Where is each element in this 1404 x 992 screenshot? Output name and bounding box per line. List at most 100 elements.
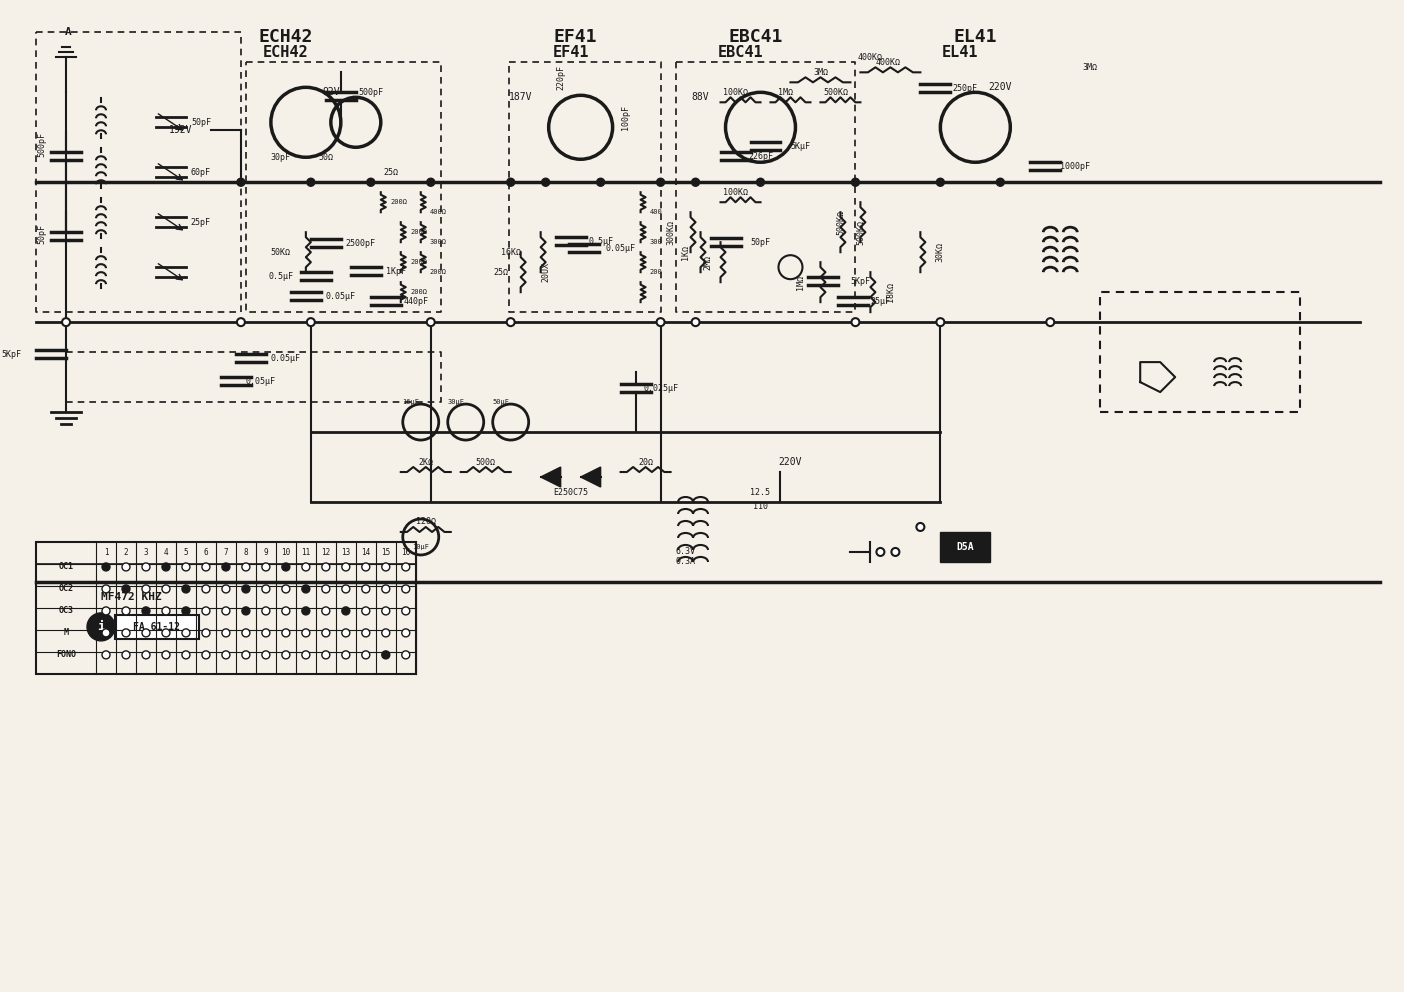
Circle shape [936,179,945,186]
Circle shape [341,607,350,615]
Circle shape [241,585,250,593]
Circle shape [222,585,230,593]
Circle shape [142,607,150,615]
Circle shape [102,629,110,637]
Text: 1MΩ: 1MΩ [796,275,804,290]
Circle shape [427,318,435,326]
Text: EBC41: EBC41 [729,29,782,47]
Text: 500KΩ: 500KΩ [835,209,845,235]
Circle shape [322,585,330,593]
Circle shape [282,629,289,637]
Circle shape [161,562,170,571]
Text: 400: 400 [649,209,661,215]
Circle shape [62,318,70,326]
Text: ECH42: ECH42 [258,29,313,47]
Text: 5KμF: 5KμF [790,142,810,151]
Circle shape [161,585,170,593]
Circle shape [402,607,410,615]
Circle shape [263,585,270,593]
Circle shape [757,179,765,186]
Circle shape [142,651,150,659]
Text: 200Ω: 200Ω [410,259,427,265]
Circle shape [892,548,900,556]
Text: 100KΩ: 100KΩ [723,88,748,97]
Circle shape [302,629,310,637]
Circle shape [362,629,369,637]
Circle shape [282,562,289,571]
Circle shape [102,585,110,593]
Circle shape [241,629,250,637]
Text: 6: 6 [204,549,208,558]
Text: MF472 KHZ: MF472 KHZ [101,592,161,602]
Text: 2KΩ: 2KΩ [418,457,434,466]
Text: 14: 14 [361,549,371,558]
Circle shape [202,607,211,615]
Circle shape [202,585,211,593]
Text: 300Ω: 300Ω [430,239,446,245]
Text: EL41: EL41 [953,29,997,47]
Text: 8: 8 [243,549,249,558]
Text: 12: 12 [322,549,330,558]
Circle shape [222,562,230,571]
Text: 25pF: 25pF [191,217,211,227]
Text: 0.025μF: 0.025μF [643,384,678,393]
Text: 16: 16 [402,549,410,558]
Circle shape [282,651,289,659]
Circle shape [851,179,859,186]
Circle shape [263,651,270,659]
Text: 1KΩ: 1KΩ [681,245,689,260]
Text: 200: 200 [649,269,661,275]
Text: EL41: EL41 [942,45,979,60]
Circle shape [322,562,330,571]
Circle shape [322,629,330,637]
Circle shape [382,562,390,571]
Text: 20UX: 20UX [541,262,550,282]
Circle shape [542,179,549,186]
Circle shape [302,651,310,659]
Circle shape [917,523,924,531]
Circle shape [237,179,244,186]
Text: 1KpF: 1KpF [386,267,406,276]
Text: 220pF: 220pF [556,64,566,90]
Text: 300: 300 [649,239,661,245]
Text: E250C75: E250C75 [553,487,588,497]
Circle shape [183,562,190,571]
Text: 3MΩ: 3MΩ [813,67,828,76]
Circle shape [222,607,230,615]
Text: EF41: EF41 [552,45,588,60]
Text: 4: 4 [164,549,168,558]
Text: 0.05μF: 0.05μF [605,244,636,253]
Circle shape [427,179,435,186]
Text: 25μF: 25μF [870,297,890,306]
Circle shape [341,629,350,637]
Text: 10: 10 [281,549,291,558]
Text: 500KΩ: 500KΩ [856,219,865,245]
Circle shape [282,607,289,615]
Text: OC2: OC2 [59,584,73,593]
Text: 9: 9 [264,549,268,558]
Text: 100pF: 100pF [621,105,630,130]
Circle shape [302,607,310,615]
Polygon shape [581,467,601,487]
Text: OC1: OC1 [59,562,73,571]
Circle shape [142,629,150,637]
Circle shape [241,562,250,571]
Text: 187V: 187V [508,92,532,102]
Text: i: i [97,620,105,634]
Text: 200Ω: 200Ω [390,199,407,205]
Circle shape [302,585,310,593]
Text: 110: 110 [753,503,768,512]
Text: OC3: OC3 [59,606,73,615]
Circle shape [307,318,314,326]
Text: 50KΩ: 50KΩ [271,248,291,257]
Text: 2MΩ: 2MΩ [703,255,712,270]
Text: 50pF: 50pF [751,238,771,247]
Circle shape [102,562,110,571]
Circle shape [936,318,945,326]
Text: 5: 5 [184,549,188,558]
Circle shape [382,585,390,593]
Text: 100KΩ: 100KΩ [723,187,748,196]
Circle shape [382,629,390,637]
FancyBboxPatch shape [115,615,199,639]
Circle shape [402,651,410,659]
